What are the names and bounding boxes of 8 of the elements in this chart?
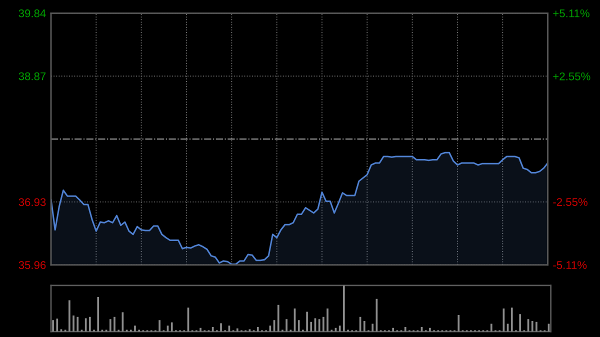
y-tick-label: 38.87 — [18, 72, 46, 80]
y2-tick-label: +2.55% — [553, 72, 590, 80]
y-tick-label: 35.96 — [18, 261, 46, 270]
y-tick-label: 36.93 — [18, 198, 46, 206]
y2-tick-label: -5.11% — [553, 261, 587, 270]
y2-tick-label: -2.55% — [553, 198, 588, 206]
y2-tick-label: +5.11% — [553, 9, 590, 18]
y-tick-label: 39.84 — [18, 9, 46, 18]
